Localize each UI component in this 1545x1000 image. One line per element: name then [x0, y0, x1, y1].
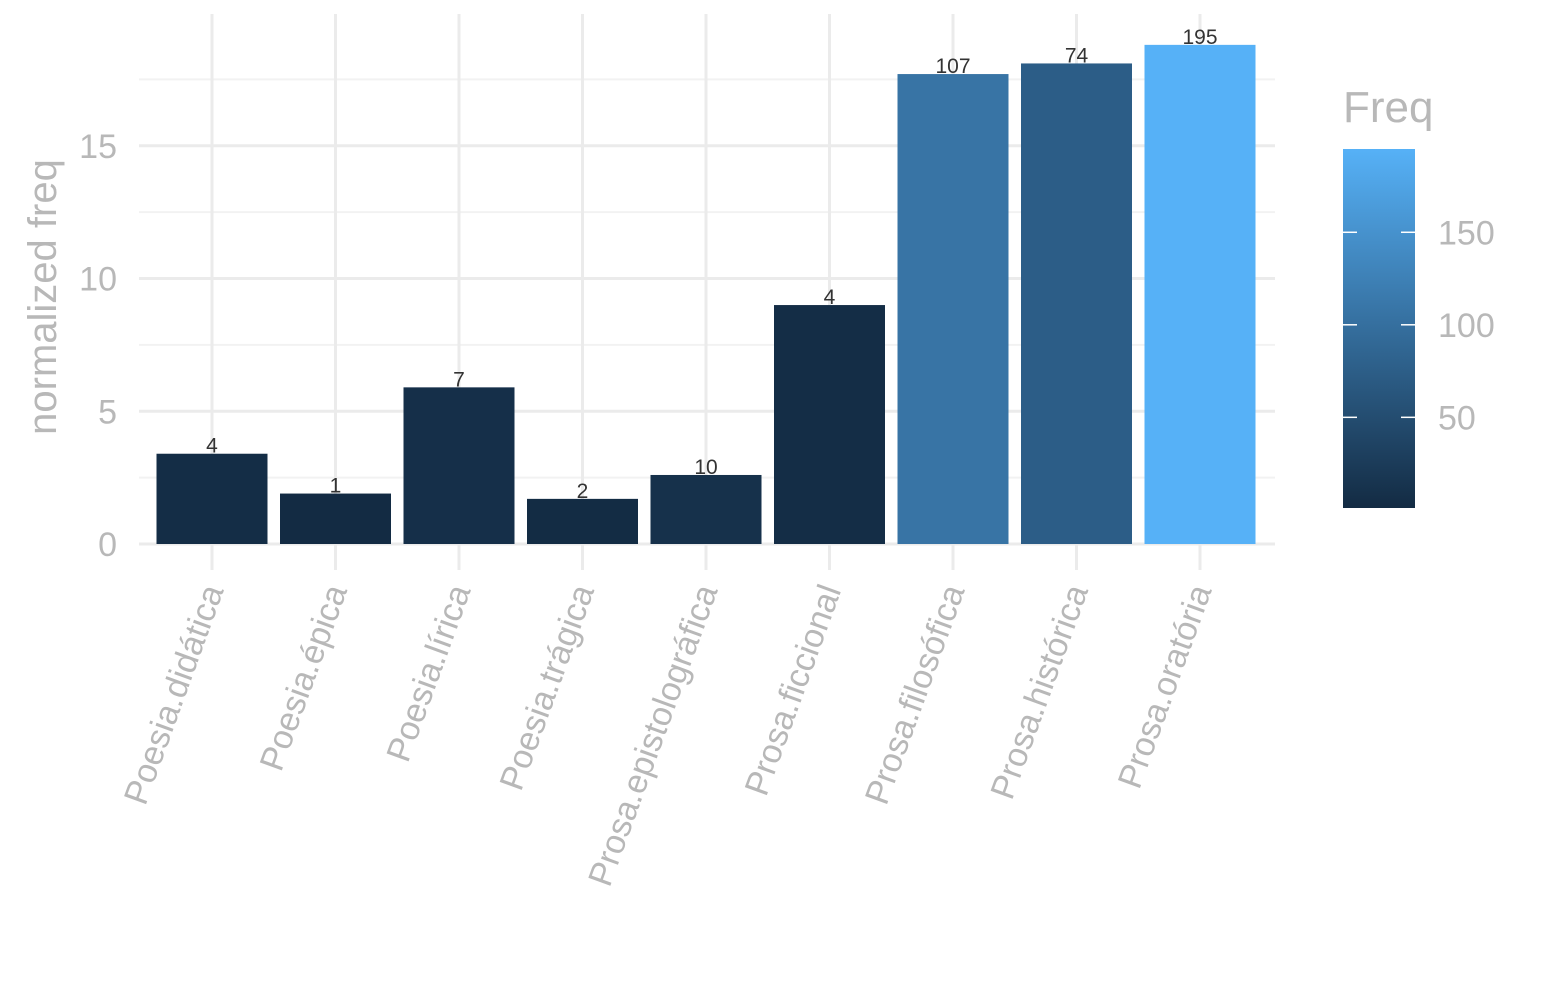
bar	[1021, 63, 1132, 544]
x-tick-label: Prosa.epistolográfica	[581, 580, 725, 891]
bar	[527, 498, 638, 544]
bar-value-label: 7	[453, 368, 465, 391]
legend-tick-label: 50	[1438, 399, 1476, 437]
color-legend: Freq 50 100 150	[1343, 83, 1495, 508]
bar	[774, 305, 885, 544]
bar-value-labels: 4 1 7 2 10 4 107 74 195	[206, 26, 1217, 503]
legend-title: Freq	[1343, 83, 1433, 132]
x-axis-ticks: Poesia.didática Poesia.épica Poesia.lírica…	[117, 580, 1220, 891]
bar-value-label: 4	[824, 286, 836, 309]
legend-ticks: 50 100 150	[1343, 214, 1495, 437]
bar	[897, 74, 1009, 544]
x-tick-label: Prosa.ficcional	[738, 580, 849, 801]
bar	[156, 453, 268, 544]
bar-value-label: 107	[935, 55, 970, 78]
bar-value-label: 2	[577, 480, 589, 503]
legend-tick-label: 100	[1438, 307, 1495, 345]
bar-value-label: 1	[330, 475, 342, 498]
bar-value-label: 74	[1065, 44, 1089, 67]
bar-value-label: 195	[1182, 26, 1217, 49]
x-tick-label: Poesia.didática	[117, 580, 232, 810]
y-axis-ticks: 0 5 10 15	[79, 128, 117, 564]
y-tick-label: 5	[98, 393, 117, 431]
x-tick-label: Poesia.lírica	[379, 580, 478, 767]
y-tick-label: 0	[98, 526, 117, 564]
bar	[403, 387, 515, 544]
x-tick-label: Prosa.filosófica	[858, 580, 973, 810]
x-tick-label: Prosa.histórica	[983, 580, 1096, 804]
x-tick-label: Poesia.épica	[253, 580, 355, 776]
bar	[280, 493, 391, 544]
y-tick-label: 15	[79, 128, 117, 166]
y-tick-label: 10	[79, 261, 117, 299]
bar-value-label: 10	[694, 456, 717, 479]
x-tick-label: Poesia.trágica	[493, 580, 602, 796]
bar-value-label: 4	[206, 435, 218, 458]
legend-tick-label: 150	[1438, 214, 1495, 252]
bar	[1144, 44, 1256, 545]
y-axis-title: normalized freq	[21, 159, 65, 435]
legend-colorbar	[1343, 149, 1415, 508]
bars	[156, 44, 1256, 545]
x-tick-label: Prosa.oratória	[1111, 580, 1220, 794]
bar	[650, 474, 762, 544]
